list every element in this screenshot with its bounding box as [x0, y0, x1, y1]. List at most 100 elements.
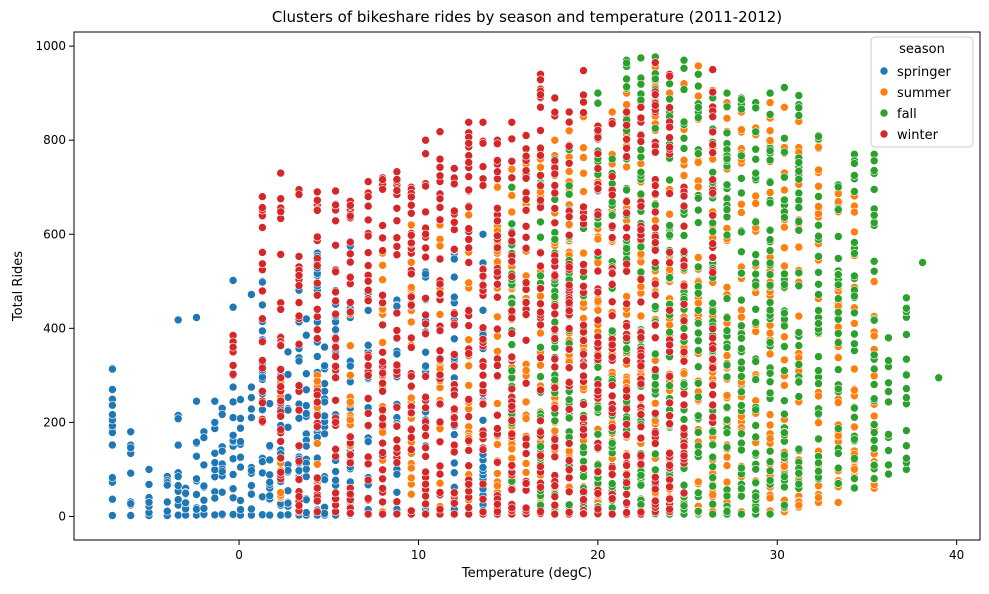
- data-point-summer: [850, 464, 859, 474]
- data-point-springer: [283, 347, 293, 357]
- data-point-fall: [814, 434, 823, 444]
- data-point-winter: [449, 447, 459, 457]
- data-point-winter: [464, 446, 474, 455]
- data-point-winter: [564, 404, 574, 414]
- data-point-winter: [312, 261, 322, 270]
- data-point-winter: [536, 353, 545, 363]
- data-point-springer: [228, 470, 238, 479]
- data-point-winter: [579, 487, 588, 497]
- data-point-springer: [301, 369, 311, 379]
- data-point-winter: [650, 207, 660, 217]
- data-point-summer: [737, 208, 746, 217]
- data-point-winter: [363, 475, 373, 485]
- data-point-winter: [607, 404, 617, 414]
- data-point-winter: [478, 334, 488, 344]
- data-point-winter: [536, 307, 545, 317]
- data-point-winter: [536, 195, 545, 205]
- data-point-fall: [765, 198, 775, 208]
- data-point-fall: [902, 453, 911, 463]
- data-point-fall: [737, 333, 746, 343]
- data-point-summer: [722, 461, 732, 470]
- data-point-springer: [210, 396, 220, 406]
- data-point-fall: [579, 456, 588, 466]
- y-tick-label: 800: [43, 133, 66, 147]
- data-point-summer: [814, 418, 823, 428]
- data-point-fall: [593, 88, 603, 98]
- data-point-winter: [521, 310, 531, 319]
- data-point-fall: [607, 326, 617, 336]
- data-point-winter: [493, 279, 502, 289]
- data-point-winter: [536, 261, 545, 271]
- data-point-springer: [449, 334, 459, 344]
- x-axis: 0 10 20 30 40: [235, 540, 964, 562]
- data-point-summer: [312, 439, 322, 448]
- data-point-summer: [765, 188, 775, 197]
- data-point-fall: [794, 188, 804, 198]
- data-point-fall: [751, 127, 761, 137]
- data-point-summer: [378, 338, 387, 347]
- data-point-winter: [493, 457, 502, 467]
- data-point-winter: [622, 451, 631, 461]
- data-point-summer: [765, 126, 775, 135]
- data-point-winter: [650, 58, 660, 67]
- data-point-summer: [693, 182, 703, 192]
- data-point-winter: [564, 262, 574, 272]
- data-point-fall: [693, 218, 703, 227]
- data-point-springer: [173, 315, 183, 325]
- data-point-winter: [378, 497, 387, 507]
- data-point-fall: [737, 401, 746, 410]
- data-point-summer: [679, 369, 689, 378]
- data-point-fall: [693, 81, 703, 91]
- data-point-fall: [765, 457, 775, 467]
- data-point-winter: [363, 352, 373, 362]
- data-point-winter: [493, 361, 502, 370]
- data-point-fall: [869, 266, 879, 276]
- data-point-winter: [708, 390, 718, 399]
- data-point-winter: [679, 201, 689, 211]
- data-point-winter: [363, 371, 373, 380]
- data-point-summer: [276, 488, 286, 497]
- data-point-winter: [579, 108, 588, 117]
- data-point-fall: [850, 238, 859, 247]
- data-point-winter: [363, 261, 373, 270]
- data-point-winter: [507, 236, 517, 246]
- data-point-winter: [507, 173, 517, 182]
- data-point-winter: [378, 221, 387, 230]
- data-point-winter: [622, 266, 631, 276]
- data-point-winter: [650, 246, 660, 255]
- data-point-winter: [708, 400, 718, 410]
- data-point-winter: [449, 309, 459, 319]
- data-point-winter: [679, 261, 689, 271]
- data-point-fall: [780, 83, 789, 92]
- data-point-fall: [737, 372, 746, 381]
- data-point-winter: [521, 440, 531, 450]
- data-point-winter: [593, 266, 603, 276]
- data-point-winter: [607, 391, 617, 401]
- data-point-fall: [833, 479, 843, 488]
- data-point-winter: [521, 449, 531, 458]
- data-point-summer: [780, 261, 789, 271]
- data-point-winter: [258, 337, 267, 347]
- data-point-winter: [650, 439, 660, 448]
- data-point-winter: [378, 320, 387, 330]
- data-point-summer: [493, 346, 502, 356]
- data-point-winter: [392, 308, 402, 318]
- data-point-summer: [435, 241, 445, 251]
- data-point-fall: [679, 380, 689, 389]
- data-point-fall: [708, 509, 718, 519]
- plot-area: [73, 31, 981, 541]
- data-point-winter: [331, 216, 340, 226]
- data-point-winter: [550, 309, 560, 319]
- data-point-fall: [679, 415, 689, 424]
- data-point-fall: [650, 302, 660, 311]
- data-point-winter: [478, 445, 488, 455]
- data-point-winter: [435, 154, 445, 164]
- data-point-fall: [693, 262, 703, 272]
- data-point-fall: [564, 413, 574, 423]
- y-tick-label: 600: [43, 227, 66, 241]
- data-point-springer: [301, 508, 311, 517]
- data-point-winter: [665, 448, 674, 458]
- data-point-summer: [507, 453, 517, 463]
- data-point-winter: [679, 316, 689, 326]
- data-point-winter: [294, 252, 304, 261]
